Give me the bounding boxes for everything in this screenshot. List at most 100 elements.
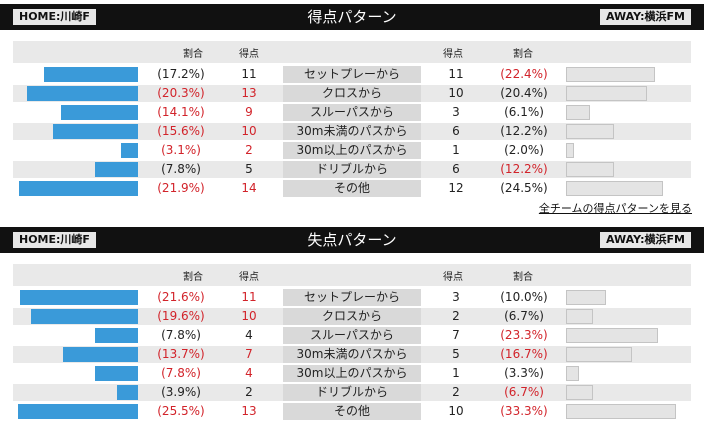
- home-share-bar: [31, 309, 138, 324]
- home-team-badge: HOME:川崎F: [13, 9, 96, 25]
- home-pct: (7.8%): [161, 162, 201, 176]
- home-goals: 11: [241, 67, 257, 81]
- away-goals-header: 得点: [443, 272, 463, 283]
- away-pct: (16.7%): [500, 347, 548, 361]
- pattern-label: ドリブルから: [283, 161, 421, 178]
- home-share-bar: [61, 105, 138, 120]
- away-goals: 11: [448, 67, 464, 81]
- home-share-bar: [121, 143, 138, 158]
- home-goals: 9: [245, 105, 253, 119]
- table-row: (21.9%) 14 その他 12 (24.5%): [13, 180, 691, 197]
- away-pct: (24.5%): [500, 181, 548, 195]
- home-share-bar: [95, 366, 138, 381]
- home-goals: 4: [245, 366, 253, 380]
- column-header-row: 割合 得点 得点 割合: [13, 264, 691, 286]
- away-share-bar: [566, 86, 647, 101]
- home-pct: (3.1%): [161, 143, 201, 157]
- home-pct: (14.1%): [157, 105, 205, 119]
- away-share-bar: [566, 347, 633, 362]
- home-goals: 13: [241, 86, 257, 100]
- table-row: (25.5%) 13 その他 10 (33.3%): [13, 403, 691, 420]
- table-row: (19.6%) 10 クロスから 2 (6.7%): [13, 308, 691, 325]
- away-pct: (20.4%): [500, 86, 548, 100]
- home-pct: (17.2%): [157, 67, 205, 81]
- home-pct: (7.8%): [161, 366, 201, 380]
- home-share-bar: [63, 347, 138, 362]
- table-row: (13.7%) 7 30m未満のパスから 5 (16.7%): [13, 346, 691, 363]
- pattern-label: クロスから: [283, 308, 421, 325]
- table-row: (14.1%) 9 スルーパスから 3 (6.1%): [13, 104, 691, 121]
- away-pct-header: 割合: [513, 272, 533, 283]
- away-goals: 3: [452, 290, 460, 304]
- pattern-label: その他: [283, 403, 421, 420]
- home-pct-header: 割合: [183, 49, 203, 60]
- away-goals: 3: [452, 105, 460, 119]
- pattern-label: 30m以上のパスから: [283, 142, 421, 159]
- away-pct: (12.2%): [500, 162, 548, 176]
- section-header: HOME:川崎F 得点パターン AWAY:横浜FM: [0, 4, 704, 30]
- home-goals: 11: [241, 290, 257, 304]
- home-share-bar: [52, 124, 138, 139]
- away-goals: 1: [452, 143, 460, 157]
- pattern-label: 30m未満のパスから: [283, 123, 421, 140]
- table-row: (7.8%) 5 ドリブルから 6 (12.2%): [13, 161, 691, 178]
- home-pct: (25.5%): [157, 404, 205, 418]
- home-share-bar: [95, 162, 138, 177]
- away-share-bar: [566, 309, 593, 324]
- home-pct: (13.7%): [157, 347, 205, 361]
- pattern-label: スルーパスから: [283, 104, 421, 121]
- away-share-bar: [566, 385, 593, 400]
- section-header: HOME:川崎F 失点パターン AWAY:横浜FM: [0, 227, 704, 253]
- away-goals: 1: [452, 366, 460, 380]
- home-team-badge: HOME:川崎F: [13, 232, 96, 248]
- pattern-label: ドリブルから: [283, 384, 421, 401]
- away-goals: 10: [448, 404, 464, 418]
- home-share-bar: [44, 67, 138, 82]
- away-pct: (12.2%): [500, 124, 548, 138]
- home-goals-header: 得点: [239, 49, 259, 60]
- home-goals-header: 得点: [239, 272, 259, 283]
- away-goals: 2: [452, 385, 460, 399]
- home-share-bar: [27, 86, 138, 101]
- away-goals: 5: [452, 347, 460, 361]
- away-goals: 7: [452, 328, 460, 342]
- table-row: (17.2%) 11 セットプレーから 11 (22.4%): [13, 66, 691, 83]
- home-pct: (19.6%): [157, 309, 205, 323]
- away-pct: (22.4%): [500, 67, 548, 81]
- away-pct: (6.7%): [504, 309, 544, 323]
- pattern-label: セットプレーから: [283, 66, 421, 83]
- away-pct: (6.7%): [504, 385, 544, 399]
- home-pct: (7.8%): [161, 328, 201, 342]
- pattern-label: セットプレーから: [283, 289, 421, 306]
- away-goals: 10: [448, 86, 464, 100]
- away-share-bar: [566, 162, 615, 177]
- pattern-label: 30m未満のパスから: [283, 346, 421, 363]
- away-goals: 6: [452, 162, 460, 176]
- away-share-bar: [566, 290, 606, 305]
- table-row: (15.6%) 10 30m未満のパスから 6 (12.2%): [13, 123, 691, 140]
- away-share-bar: [566, 404, 676, 419]
- column-header-row: 割合 得点 得点 割合: [13, 41, 691, 63]
- home-pct: (15.6%): [157, 124, 205, 138]
- home-pct: (20.3%): [157, 86, 205, 100]
- home-goals: 5: [245, 162, 253, 176]
- away-pct: (2.0%): [504, 143, 544, 157]
- section-title: 失点パターン: [307, 231, 397, 249]
- all-teams-scoring-link[interactable]: 全チームの得点パターンを見る: [538, 202, 692, 215]
- home-share-bar: [116, 385, 138, 400]
- home-share-bar: [18, 181, 138, 196]
- away-share-bar: [566, 366, 580, 381]
- home-goals: 7: [245, 347, 253, 361]
- table-row: (20.3%) 13 クロスから 10 (20.4%): [13, 85, 691, 102]
- away-share-bar: [566, 67, 655, 82]
- home-goals: 2: [245, 385, 253, 399]
- away-pct: (23.3%): [500, 328, 548, 342]
- away-pct: (3.3%): [504, 366, 544, 380]
- away-share-bar: [566, 143, 574, 158]
- pattern-label: その他: [283, 180, 421, 197]
- away-team-badge: AWAY:横浜FM: [600, 9, 691, 25]
- home-pct-header: 割合: [183, 272, 203, 283]
- away-pct: (10.0%): [500, 290, 548, 304]
- home-pct: (21.6%): [157, 290, 205, 304]
- home-goals: 14: [241, 181, 257, 195]
